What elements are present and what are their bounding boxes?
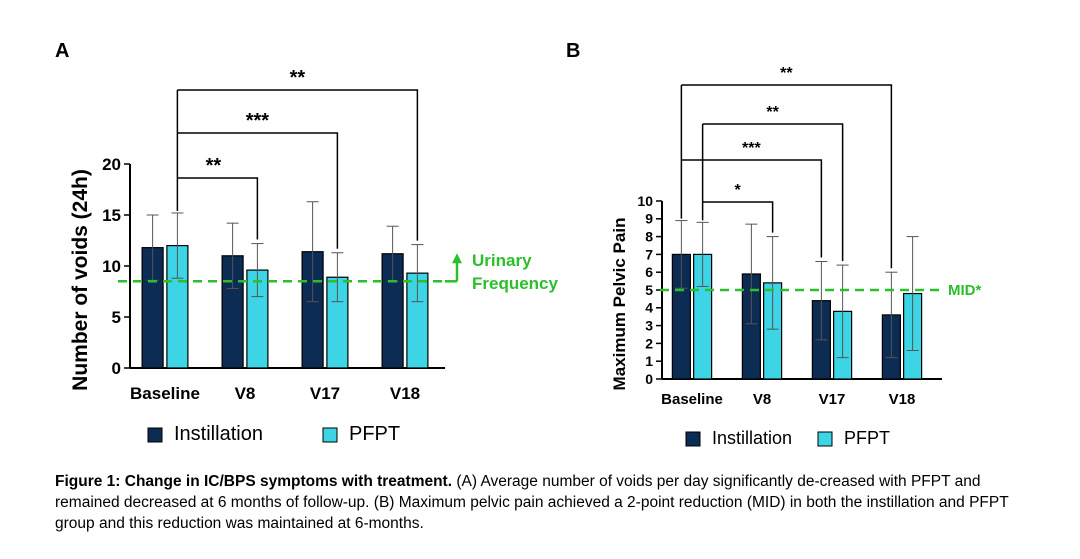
panel-a-bracket (177, 89, 419, 241)
panel-a-threshold-arrowhead (452, 253, 462, 264)
panel-a-legend-swatch (147, 427, 163, 443)
panel-b-legend-swatch (817, 431, 833, 447)
panel-b-letter: B (566, 40, 580, 62)
panel-b-bracket (702, 123, 844, 262)
caption-title: Figure 1: Change in IC/BPS symptoms with… (55, 473, 453, 490)
panel-b-bracket (681, 159, 823, 258)
panel-a-legend-label: Instillation (174, 423, 263, 445)
panel-b-threshold-label: MID* (948, 282, 981, 299)
panel-b-legend-swatch (685, 431, 701, 447)
panel-a-bracket (177, 132, 339, 249)
panel-b-significance-label: ** (766, 104, 779, 121)
panel-b-bracket (702, 201, 774, 233)
panel-b-legend-label: PFPT (844, 428, 890, 448)
panel-a-significance-label: ** (206, 155, 222, 177)
panel-b-x-tick-label: V18 (889, 391, 916, 408)
panel-b-bracket (681, 84, 893, 269)
panel-b-significance-label: * (735, 182, 742, 199)
panel-a-letter: A (55, 40, 69, 62)
panel-b-y-tick-label: 10 (637, 193, 653, 209)
panel-b-y-tick-label: 0 (645, 371, 653, 387)
panel-a-legend-label: PFPT (349, 423, 400, 445)
panel-b-y-tick-label: 2 (645, 335, 653, 351)
panel-a-threshold-label: Urinary (472, 251, 532, 270)
panel-b-y-tick-label: 6 (645, 264, 653, 280)
panel-b-legend-label: Instillation (712, 428, 792, 448)
caption-text: (A) Average number of voids per day sign… (55, 473, 1009, 532)
panel-b-x-tick-label: Baseline (661, 391, 723, 408)
panel-b-y-axis-label: Maximum Pelvic Pain (610, 218, 629, 391)
panel-a-x-tick-label: V8 (235, 384, 256, 403)
panel-a-y-tick-label: 20 (102, 155, 121, 174)
panel-a-y-tick-label: 0 (112, 359, 121, 378)
panel-b-y-tick-label: 3 (645, 318, 653, 334)
panel-b-x-tick-label: V17 (819, 391, 846, 408)
panel-a-significance-label: *** (246, 110, 270, 132)
figure-caption: Figure 1: Change in IC/BPS symptoms with… (55, 471, 1045, 534)
panel-b-y-tick-label: 9 (645, 211, 653, 227)
panel-a-y-tick-label: 15 (102, 206, 121, 225)
panel-b-y-tick-label: 8 (645, 229, 653, 245)
panel-b-significance-label: *** (742, 140, 761, 157)
panel-b-y-tick-label: 5 (645, 282, 653, 298)
panel-a-threshold-label: Frequency (472, 274, 559, 293)
panel-a-bracket (177, 177, 259, 240)
panel-b-y-tick-label: 7 (645, 246, 653, 262)
panel-a-x-tick-label: V18 (390, 384, 420, 403)
panel-a-y-axis-label: Number of voids (24h) (69, 169, 92, 391)
panel-b-significance-label: ** (780, 65, 793, 82)
panel-a-x-tick-label: V17 (310, 384, 340, 403)
panel-a-x-tick-label: Baseline (130, 384, 200, 403)
panel-b-x-tick-label: V8 (753, 391, 771, 408)
panel-b-y-tick-label: 4 (645, 300, 653, 316)
panel-b-y-tick-label: 1 (645, 353, 653, 369)
panel-a-significance-label: ** (290, 67, 306, 89)
panel-a-y-tick-label: 5 (112, 308, 121, 327)
panel-a-legend-swatch (322, 427, 338, 443)
panel-a-y-tick-label: 10 (102, 257, 121, 276)
